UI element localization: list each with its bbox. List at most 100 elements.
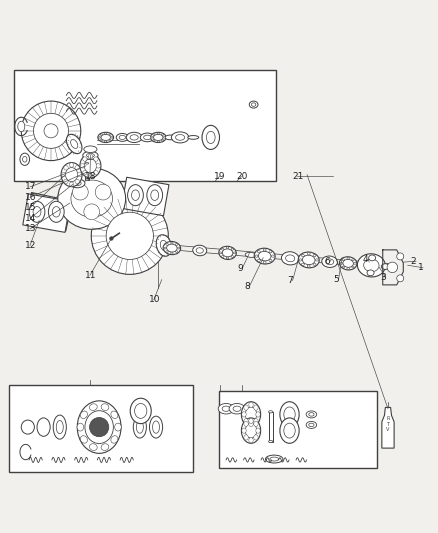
Ellipse shape (342, 260, 353, 267)
Ellipse shape (339, 257, 356, 270)
Ellipse shape (61, 163, 82, 187)
Polygon shape (381, 407, 393, 448)
Ellipse shape (86, 154, 94, 157)
Ellipse shape (241, 428, 246, 433)
Circle shape (33, 114, 68, 148)
Ellipse shape (305, 422, 316, 429)
Ellipse shape (221, 256, 223, 257)
Ellipse shape (253, 435, 258, 440)
Ellipse shape (71, 140, 78, 148)
Ellipse shape (165, 135, 176, 140)
Ellipse shape (157, 133, 159, 134)
Ellipse shape (73, 181, 81, 185)
Circle shape (386, 262, 397, 272)
Ellipse shape (302, 255, 314, 265)
Ellipse shape (321, 256, 337, 268)
Ellipse shape (241, 402, 260, 427)
Ellipse shape (21, 420, 34, 434)
Text: 13: 13 (25, 224, 36, 233)
Ellipse shape (160, 240, 167, 251)
Ellipse shape (98, 136, 100, 138)
Ellipse shape (101, 444, 109, 450)
Ellipse shape (363, 259, 378, 272)
Ellipse shape (308, 413, 313, 416)
Text: 11: 11 (85, 271, 96, 280)
Ellipse shape (231, 256, 233, 257)
Ellipse shape (301, 263, 304, 265)
Ellipse shape (366, 270, 373, 276)
Ellipse shape (257, 251, 260, 253)
Ellipse shape (254, 248, 275, 264)
Circle shape (95, 184, 111, 200)
Ellipse shape (89, 404, 97, 410)
Ellipse shape (254, 255, 258, 257)
Ellipse shape (218, 246, 236, 260)
Ellipse shape (80, 411, 87, 418)
Text: R
T
V: R T V (385, 416, 389, 432)
Ellipse shape (244, 421, 247, 426)
Ellipse shape (69, 163, 74, 167)
Ellipse shape (241, 412, 246, 417)
Ellipse shape (149, 416, 162, 438)
Ellipse shape (109, 134, 111, 135)
Ellipse shape (268, 440, 272, 442)
Text: 1: 1 (417, 263, 423, 272)
Ellipse shape (351, 259, 353, 261)
Ellipse shape (136, 421, 143, 433)
Ellipse shape (257, 260, 260, 262)
Ellipse shape (233, 406, 240, 411)
Ellipse shape (77, 172, 81, 177)
Text: 17: 17 (25, 182, 36, 191)
Ellipse shape (166, 244, 168, 245)
Ellipse shape (69, 182, 74, 187)
Ellipse shape (82, 151, 98, 159)
Ellipse shape (77, 423, 83, 431)
Ellipse shape (85, 179, 88, 181)
Ellipse shape (96, 164, 100, 168)
Ellipse shape (263, 249, 265, 251)
Circle shape (21, 101, 81, 160)
Ellipse shape (196, 248, 203, 253)
Ellipse shape (163, 247, 166, 249)
Ellipse shape (177, 247, 180, 249)
Ellipse shape (241, 418, 260, 443)
Ellipse shape (226, 247, 228, 249)
Text: 9: 9 (237, 264, 242, 273)
Ellipse shape (156, 235, 171, 256)
Ellipse shape (244, 435, 247, 440)
Ellipse shape (175, 251, 177, 253)
Text: 15: 15 (25, 204, 36, 212)
Ellipse shape (143, 135, 151, 140)
Ellipse shape (226, 257, 228, 259)
Ellipse shape (245, 407, 256, 422)
Text: 7: 7 (287, 276, 293, 285)
Ellipse shape (22, 157, 27, 162)
Ellipse shape (305, 411, 316, 418)
Ellipse shape (133, 416, 146, 438)
Ellipse shape (222, 406, 230, 411)
Ellipse shape (245, 253, 256, 257)
Ellipse shape (80, 164, 85, 168)
Bar (14, 70, 276, 181)
Ellipse shape (84, 159, 96, 173)
Text: 16: 16 (25, 193, 36, 202)
Ellipse shape (80, 435, 87, 443)
Ellipse shape (245, 423, 256, 438)
Ellipse shape (341, 266, 344, 268)
Bar (10, 385, 193, 472)
Ellipse shape (248, 418, 253, 424)
Ellipse shape (101, 134, 110, 141)
Ellipse shape (119, 135, 125, 140)
Ellipse shape (127, 184, 143, 206)
Ellipse shape (244, 418, 247, 424)
Ellipse shape (150, 190, 158, 200)
Ellipse shape (111, 435, 118, 443)
Ellipse shape (192, 245, 206, 256)
Ellipse shape (89, 444, 97, 450)
Text: 18: 18 (85, 172, 96, 181)
Ellipse shape (251, 103, 255, 107)
Ellipse shape (233, 252, 235, 254)
Ellipse shape (268, 251, 271, 253)
Ellipse shape (61, 172, 66, 177)
Text: 20: 20 (236, 172, 247, 181)
